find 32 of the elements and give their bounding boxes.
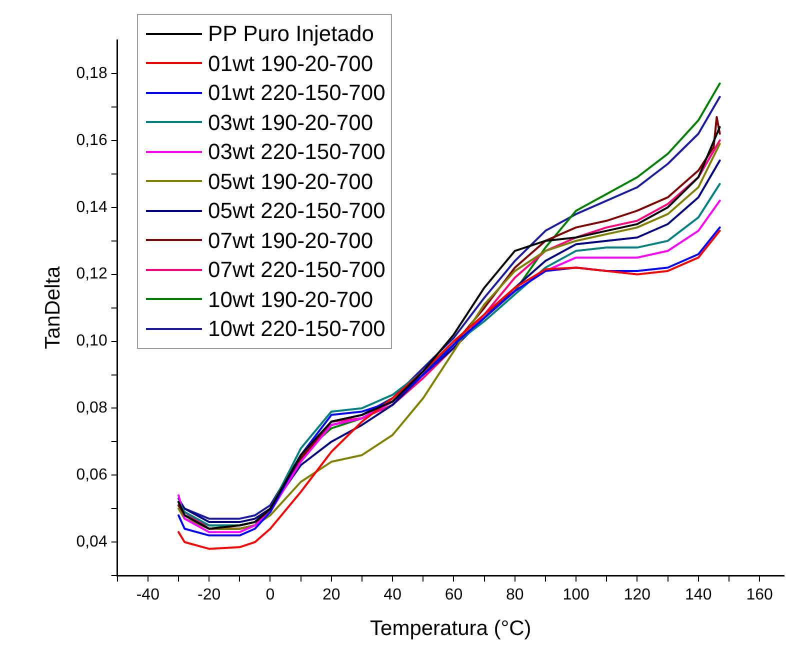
legend-label: PP Puro Injetado: [208, 20, 374, 48]
legend-label: 01wt 220-150-700: [208, 79, 386, 107]
x-tick-label: 100: [562, 586, 590, 604]
legend-label: 07wt 220-150-700: [208, 256, 386, 284]
y-tick-label: 0,18: [76, 64, 108, 82]
x-tick-label: -40: [136, 586, 160, 604]
legend-label: 03wt 190-20-700: [208, 108, 374, 136]
x-tick-label: 140: [685, 586, 712, 604]
legend-label: 05wt 190-20-700: [208, 168, 374, 196]
x-axis-title: Temperatura (°C): [370, 617, 532, 640]
y-axis-title: TanDelta: [41, 266, 64, 350]
y-tick-label: 0,06: [76, 466, 108, 484]
y-tick-label: 0,04: [76, 534, 108, 551]
y-tick-label: 0,10: [76, 332, 108, 350]
x-tick-label: 0: [266, 586, 275, 604]
legend-label: 07wt 190-20-700: [208, 226, 374, 254]
x-tick-label: 120: [624, 586, 651, 604]
y-tick-label: 0,14: [76, 198, 108, 216]
legend-label: 10wt 220-150-700: [208, 315, 386, 343]
y-tick-label: 0,08: [76, 400, 108, 417]
y-tick-label: 0,12: [76, 266, 108, 283]
legend-label: 03wt 220-150-700: [208, 138, 386, 166]
x-tick-label: 40: [384, 586, 402, 604]
legend-label: 05wt 220-150-700: [208, 197, 386, 225]
legend-label: 01wt 190-20-700: [208, 50, 374, 78]
x-tick-label: 20: [322, 586, 340, 604]
x-tick-label: 60: [444, 586, 463, 604]
y-tick-label: 0,16: [76, 132, 108, 149]
x-tick-label: -20: [198, 586, 221, 604]
legend-label: 10wt 190-20-700: [208, 286, 374, 314]
x-tick-label: 80: [506, 586, 524, 604]
x-tick-label: 160: [746, 586, 773, 604]
